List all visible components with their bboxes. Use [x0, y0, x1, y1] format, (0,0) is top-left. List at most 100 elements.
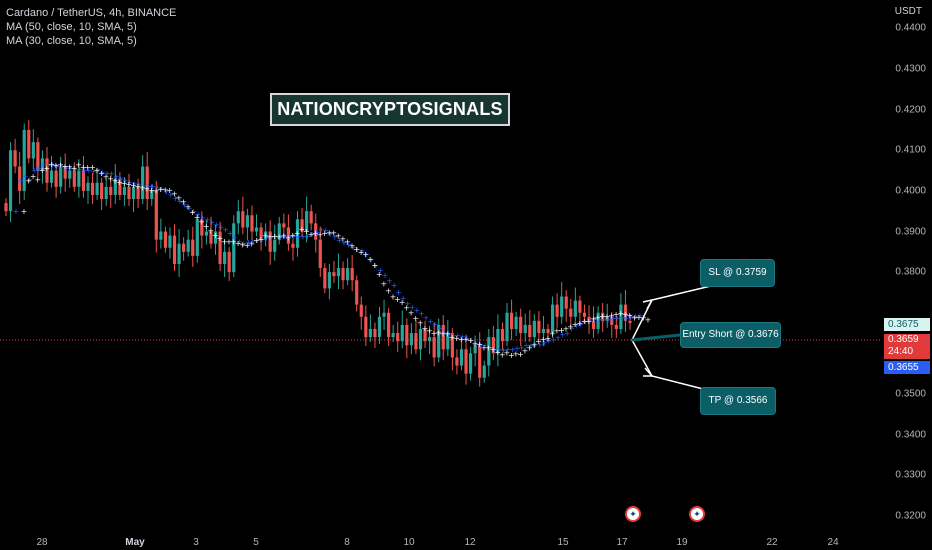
- candle-body: [573, 300, 577, 317]
- ma50-point: +: [13, 207, 20, 216]
- candle-body: [286, 227, 290, 244]
- ma30-point: +: [403, 303, 410, 312]
- candle-body: [523, 324, 527, 334]
- current-price-badge: 0.3659 24:40: [884, 334, 930, 359]
- time-tick: 3: [193, 537, 199, 548]
- ma30-point: +: [80, 163, 87, 172]
- ma50-point: +: [450, 331, 457, 340]
- ma30-point: +: [285, 233, 292, 242]
- ma30-point: +: [253, 236, 260, 245]
- ma50-point: +: [45, 161, 52, 170]
- candle-body: [131, 186, 136, 200]
- ma50-point: +: [505, 345, 512, 354]
- candle-body: [254, 227, 259, 232]
- ma50-point: +: [491, 345, 498, 354]
- ma50-point: +: [564, 329, 571, 338]
- ma30-point: +: [75, 160, 82, 169]
- ma30-point: +: [335, 232, 342, 241]
- time-tick: 10: [403, 537, 415, 548]
- ma50-point: +: [500, 346, 507, 355]
- candle-body: [478, 345, 482, 378]
- ma30-point: +: [43, 164, 50, 173]
- ma50-point: +: [277, 233, 284, 242]
- ma50-point: +: [568, 325, 575, 334]
- ma50-point: +: [158, 184, 165, 193]
- candle-body: [182, 243, 186, 252]
- candle-body: [528, 324, 532, 338]
- symbol-title[interactable]: Cardano / TetherUS, 4h, BINANCE: [6, 7, 177, 19]
- ma50-point: +: [99, 168, 106, 177]
- candle-body: [509, 312, 514, 329]
- ma30-point: +: [230, 238, 237, 247]
- time-tick: 19: [676, 537, 688, 548]
- candle-body: [514, 316, 518, 329]
- candle-body: [305, 211, 309, 232]
- ma30-point: +: [444, 329, 451, 338]
- ma50-point: +: [140, 181, 147, 190]
- ma50-point: +: [391, 281, 398, 290]
- ma50-point: +: [445, 329, 452, 338]
- candle-body: [505, 312, 509, 342]
- ma30-point: +: [526, 343, 533, 352]
- candle-body: [382, 312, 386, 317]
- ma30-point: +: [376, 270, 383, 279]
- candle-body: [172, 235, 177, 264]
- ma30-point: +: [276, 233, 283, 242]
- candle-body: [405, 324, 409, 346]
- ma50-point: +: [249, 238, 256, 247]
- ma30-point: +: [226, 238, 233, 247]
- us-event-icon[interactable]: ✦: [689, 506, 705, 522]
- ma50-point: +: [54, 162, 61, 171]
- price-tick: 0.3300: [895, 469, 926, 481]
- candle-body: [450, 333, 454, 358]
- ma30-point: +: [153, 187, 160, 196]
- time-axis[interactable]: 28 May 3 5 8 10 12 15 17 19 22 24: [0, 528, 880, 550]
- ma50-point: +: [281, 232, 288, 241]
- ma50-point: +: [136, 181, 143, 190]
- price-axis[interactable]: 0.4400 0.4300 0.4200 0.4100 0.4000 0.3900 0.38…: [880, 0, 932, 550]
- ma30-point: +: [280, 232, 287, 241]
- ma30-point: +: [590, 314, 597, 323]
- candle-body: [4, 203, 8, 212]
- candle-body: [614, 324, 618, 329]
- ma30-point: +: [522, 346, 529, 355]
- ma50-point: +: [177, 197, 184, 206]
- ma50-point: +: [386, 276, 393, 285]
- ma50-point: +: [35, 164, 42, 173]
- candle-body: [8, 150, 13, 212]
- ma30-point: +: [572, 320, 579, 329]
- candle-body: [295, 219, 300, 248]
- candle-body: [104, 186, 108, 200]
- candle-body: [423, 328, 427, 342]
- candle-body: [550, 304, 555, 334]
- us-event-icon[interactable]: ✦: [625, 506, 641, 522]
- ma50-point: +: [190, 207, 197, 216]
- ma50-legend[interactable]: MA (50, close, 10, SMA, 5): [6, 21, 137, 33]
- ma50-point: +: [318, 225, 325, 234]
- ma50-point: +: [354, 245, 361, 254]
- price-chart[interactable]: ++++++++++++++++++++++++++++++++++++++++…: [0, 0, 880, 528]
- ma30-legend[interactable]: MA (30, close, 10, SMA, 5): [6, 35, 137, 47]
- ma30-point: +: [563, 324, 570, 333]
- candle-body: [282, 223, 286, 228]
- candle-body: [86, 182, 90, 191]
- ma30-point: +: [544, 334, 551, 343]
- ma30-point: +: [166, 186, 173, 195]
- candle-body: [40, 158, 45, 171]
- candle-body: [227, 251, 231, 273]
- ma50-point: +: [149, 182, 156, 191]
- ma50-point: +: [336, 236, 343, 245]
- candle-body: [273, 239, 277, 252]
- candle-body: [259, 227, 263, 240]
- ma50-point: +: [637, 311, 644, 320]
- candle-body: [359, 304, 363, 317]
- price-tick: 0.3200: [895, 510, 926, 522]
- ma30-point: +: [107, 174, 114, 183]
- last-price-badge: 0.3675: [884, 318, 930, 331]
- ma30-point: +: [89, 163, 96, 172]
- candle-body: [218, 231, 222, 264]
- time-tick: 28: [36, 537, 48, 548]
- candle-body: [341, 268, 345, 281]
- candle-body: [332, 272, 336, 277]
- candle-body: [154, 190, 158, 240]
